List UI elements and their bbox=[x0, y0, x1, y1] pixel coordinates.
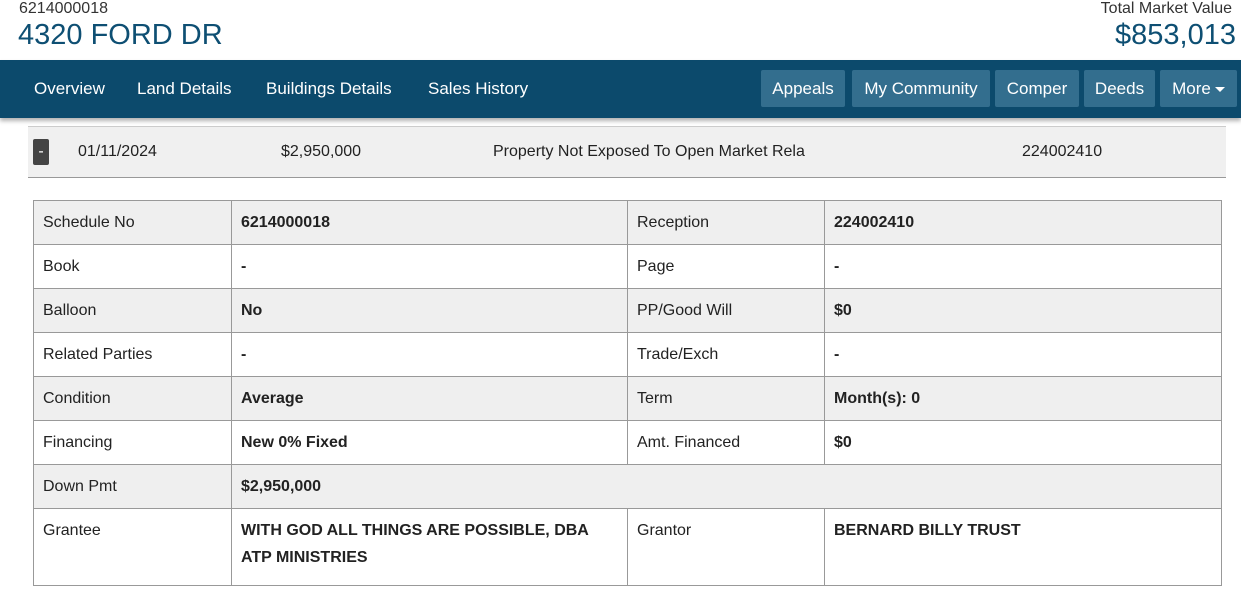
sale-details-table: Schedule No 6214000018 Reception 224002410 B… bbox=[33, 200, 1222, 586]
nav-button-label: Appeals bbox=[772, 79, 834, 98]
field-label: Grantor bbox=[627, 508, 825, 586]
nav-button-label: More bbox=[1172, 79, 1211, 98]
table-row: Balloon No PP/Good Will $0 bbox=[33, 288, 1222, 333]
sale-reception: 224002410 bbox=[1022, 143, 1103, 160]
field-value: BERNARD BILLY TRUST bbox=[824, 508, 1222, 586]
nav-tab[interactable]: Land Details bbox=[137, 79, 232, 98]
field-value: $0 bbox=[824, 288, 1222, 333]
field-label: Book bbox=[33, 244, 232, 289]
field-label: PP/Good Will bbox=[627, 288, 825, 333]
schedule-number: 6214000018 bbox=[19, 0, 108, 17]
nav-bar: Overview Land Details Buildings Details Sal… bbox=[0, 60, 1241, 118]
field-value: - bbox=[231, 332, 628, 377]
field-value: WITH GOD ALL THINGS ARE POSSIBLE, DBA AT… bbox=[231, 508, 628, 586]
sale-date: 01/11/2024 bbox=[78, 143, 157, 160]
market-value-label: Total Market Value bbox=[1100, 0, 1232, 17]
field-value: - bbox=[824, 244, 1222, 289]
field-value: New 0% Fixed bbox=[231, 420, 628, 465]
sale-price: $2,950,000 bbox=[281, 143, 362, 160]
table-row: Down Pmt $2,950,000 bbox=[33, 464, 1222, 509]
field-label: Term bbox=[627, 376, 825, 421]
field-value: Month(s): 0 bbox=[824, 376, 1222, 421]
field-label: Schedule No bbox=[33, 200, 232, 245]
nav-button-label: Comper bbox=[1006, 79, 1068, 98]
field-label: Balloon bbox=[33, 288, 232, 333]
nav-button[interactable]: Comper bbox=[995, 70, 1079, 107]
sale-row[interactable]: - 01/11/2024 $2,950,000 Property Not Exp… bbox=[28, 126, 1226, 178]
field-value: Average bbox=[231, 376, 628, 421]
nav-tab[interactable]: Overview bbox=[34, 79, 105, 98]
dropdown-caret bbox=[1214, 87, 1225, 93]
field-value: 224002410 bbox=[824, 200, 1222, 245]
field-value: - bbox=[231, 244, 628, 289]
table-row: Schedule No 6214000018 Reception 224002410 bbox=[33, 200, 1222, 245]
nav-button[interactable]: Appeals bbox=[761, 70, 845, 107]
field-label: Related Parties bbox=[33, 332, 232, 377]
table-row: Related Parties - Trade/Exch - bbox=[33, 332, 1222, 377]
field-label: Down Pmt bbox=[33, 464, 232, 509]
field-value: No bbox=[231, 288, 628, 333]
nav-button[interactable]: My Community bbox=[852, 70, 990, 107]
field-label: Amt. Financed bbox=[627, 420, 825, 465]
field-value: 6214000018 bbox=[231, 200, 628, 245]
field-value: $0 bbox=[824, 420, 1222, 465]
table-row: Financing New 0% Fixed Amt. Financed $0 bbox=[33, 420, 1222, 465]
nav-button[interactable]: More bbox=[1160, 70, 1237, 107]
field-label: Financing bbox=[33, 420, 232, 465]
collapse-toggle[interactable]: - bbox=[33, 139, 49, 165]
field-label: Page bbox=[627, 244, 825, 289]
address: 4320 FORD DR bbox=[18, 19, 223, 51]
market-value: $853,013 bbox=[1115, 19, 1236, 51]
nav-button-label: My Community bbox=[864, 79, 978, 98]
nav-button-label: Deeds bbox=[1094, 79, 1145, 98]
field-value: $2,950,000 bbox=[231, 464, 1222, 509]
nav-tab[interactable]: Buildings Details bbox=[266, 79, 392, 98]
field-value: - bbox=[824, 332, 1222, 377]
nav-tab[interactable]: Sales History bbox=[428, 79, 529, 98]
table-row: Condition Average Term Month(s): 0 bbox=[33, 376, 1222, 421]
sale-description: Property Not Exposed To Open Market Rela bbox=[493, 143, 805, 160]
nav-button[interactable]: Deeds bbox=[1084, 70, 1155, 107]
field-label: Reception bbox=[627, 200, 825, 245]
field-label: Trade/Exch bbox=[627, 332, 825, 377]
field-label: Condition bbox=[33, 376, 232, 421]
table-row: Book - Page - bbox=[33, 244, 1222, 289]
field-label: Grantee bbox=[33, 508, 232, 586]
table-row: Grantee WITH GOD ALL THINGS ARE POSSIBLE,… bbox=[33, 508, 1222, 586]
